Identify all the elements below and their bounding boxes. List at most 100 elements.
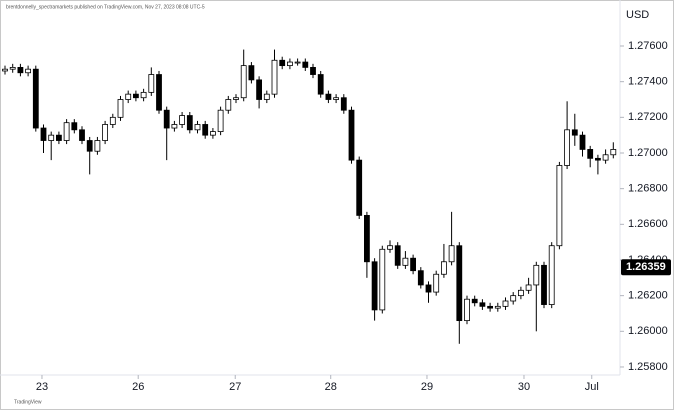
candle-body bbox=[310, 67, 316, 75]
candle-body bbox=[494, 305, 501, 309]
candle-body bbox=[294, 61, 301, 64]
candle-body bbox=[325, 93, 332, 100]
x-tick-label: Jul bbox=[585, 381, 599, 393]
candle-body bbox=[140, 91, 147, 99]
candle-body bbox=[502, 300, 509, 307]
y-tick-label: 1.25800 bbox=[628, 361, 668, 373]
candle-body bbox=[602, 154, 609, 161]
candle-body bbox=[156, 74, 162, 111]
x-tick-label: 23 bbox=[36, 381, 48, 393]
candle-body bbox=[240, 65, 247, 99]
candle-body bbox=[448, 245, 455, 263]
candle-body bbox=[548, 245, 555, 305]
candle-body bbox=[394, 245, 401, 266]
x-tick-label: 26 bbox=[132, 381, 144, 393]
y-tick-label: 1.26000 bbox=[628, 325, 668, 337]
candle-body bbox=[564, 129, 571, 166]
candle-body bbox=[464, 298, 470, 322]
last-price-box bbox=[621, 259, 671, 276]
candle-body bbox=[441, 261, 447, 275]
candle-body bbox=[333, 97, 340, 100]
candle-body bbox=[433, 273, 440, 293]
currency: USD bbox=[626, 9, 649, 21]
y-tick-label: 1.27200 bbox=[628, 111, 668, 123]
candle-body bbox=[94, 140, 101, 152]
candle-body bbox=[410, 257, 417, 272]
brand: TradingView bbox=[14, 399, 42, 405]
candle-body bbox=[510, 295, 517, 302]
y-tick-label: 1.27600 bbox=[628, 40, 668, 52]
candle-body bbox=[233, 97, 239, 100]
candle-body bbox=[133, 93, 139, 99]
candle-body bbox=[40, 127, 47, 141]
candle-body bbox=[25, 68, 32, 74]
candle-body bbox=[194, 124, 201, 131]
candle-body bbox=[171, 124, 178, 129]
candle-body bbox=[86, 140, 93, 152]
candle-body bbox=[571, 129, 578, 136]
candle-body bbox=[125, 93, 132, 100]
candle-body bbox=[225, 99, 232, 111]
candle-body bbox=[302, 61, 309, 68]
candle-body bbox=[317, 74, 324, 95]
candle-body bbox=[9, 67, 16, 70]
candle-body bbox=[263, 93, 270, 100]
candle-body bbox=[102, 124, 109, 141]
candle-body bbox=[364, 215, 370, 263]
candle-body bbox=[186, 115, 193, 131]
candle-body bbox=[348, 109, 355, 161]
candle-body bbox=[595, 157, 601, 161]
y-tick-label: 1.27400 bbox=[628, 76, 668, 88]
candle-body bbox=[371, 261, 378, 311]
candle-body bbox=[148, 74, 155, 93]
candle-body bbox=[56, 134, 62, 141]
candle-body bbox=[210, 131, 216, 136]
candle-body bbox=[356, 159, 363, 216]
candle-body bbox=[17, 67, 24, 74]
candle-body bbox=[556, 165, 563, 247]
candle-body bbox=[525, 284, 532, 291]
last-price-label: 1.26359 bbox=[626, 261, 666, 273]
x-tick-label: 29 bbox=[421, 381, 433, 393]
candle-body bbox=[271, 59, 278, 95]
candle-body bbox=[533, 264, 540, 286]
candle-body bbox=[117, 99, 124, 118]
candle-body bbox=[32, 68, 39, 129]
candle-body bbox=[579, 134, 586, 150]
candle-body bbox=[287, 61, 293, 67]
candle-body bbox=[541, 264, 547, 305]
candle-body bbox=[425, 284, 432, 293]
candle-body bbox=[48, 134, 55, 141]
candle-body bbox=[417, 270, 424, 286]
candle-body bbox=[279, 59, 286, 67]
candle-body bbox=[163, 109, 170, 129]
candle-body bbox=[217, 109, 224, 132]
candle-body bbox=[387, 245, 393, 250]
candle-body bbox=[518, 289, 524, 297]
candle-body bbox=[487, 305, 494, 309]
candle-body bbox=[471, 298, 478, 304]
candle-body bbox=[256, 79, 263, 100]
y-tick-label: 1.27000 bbox=[628, 147, 668, 159]
candle-body bbox=[2, 68, 8, 72]
candle-body bbox=[248, 65, 255, 81]
candle-body bbox=[79, 129, 85, 141]
candle-body bbox=[610, 149, 617, 156]
candle-body bbox=[202, 124, 209, 136]
y-tick-label: 1.26800 bbox=[628, 183, 668, 195]
candle-body bbox=[456, 245, 463, 322]
caption: brentdonnelly_spectramarkets published o… bbox=[6, 4, 205, 10]
candle-body bbox=[402, 257, 409, 266]
candle-body bbox=[109, 116, 116, 125]
candle-body bbox=[379, 248, 386, 311]
x-tick-label: 27 bbox=[229, 381, 241, 393]
y-tick-label: 1.26200 bbox=[628, 290, 668, 302]
y-tick-label: 1.26600 bbox=[628, 218, 668, 230]
candle-body bbox=[479, 302, 486, 307]
candle-body bbox=[587, 149, 594, 159]
x-tick-label: 30 bbox=[518, 381, 530, 393]
x-tick-label: 28 bbox=[325, 381, 337, 393]
candle-body bbox=[340, 97, 347, 111]
